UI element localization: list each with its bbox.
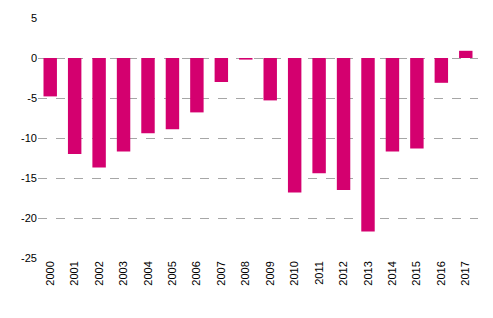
svg-text:2010: 2010 (288, 261, 300, 285)
svg-text:-10: -10 (21, 132, 37, 144)
svg-text:2006: 2006 (190, 261, 202, 285)
svg-text:-25: -25 (21, 252, 37, 264)
svg-text:-20: -20 (21, 212, 37, 224)
svg-text:-15: -15 (21, 172, 37, 184)
svg-text:2005: 2005 (166, 261, 178, 285)
svg-text:-5: -5 (27, 92, 37, 104)
svg-text:2015: 2015 (410, 261, 422, 285)
svg-text:2016: 2016 (435, 261, 447, 285)
svg-text:2013: 2013 (362, 261, 374, 285)
svg-text:2001: 2001 (68, 261, 80, 285)
svg-text:2000: 2000 (44, 261, 56, 285)
svg-text:2011: 2011 (313, 261, 325, 285)
svg-text:5: 5 (31, 12, 37, 24)
svg-text:2004: 2004 (142, 261, 154, 285)
svg-text:2017: 2017 (459, 261, 471, 285)
svg-text:2012: 2012 (337, 261, 349, 285)
svg-text:2002: 2002 (93, 261, 105, 285)
svg-text:2007: 2007 (215, 261, 227, 285)
svg-text:2009: 2009 (264, 261, 276, 285)
svg-text:2008: 2008 (239, 261, 251, 285)
svg-text:0: 0 (31, 52, 37, 64)
svg-text:2014: 2014 (386, 261, 398, 285)
svg-text:2003: 2003 (117, 261, 129, 285)
